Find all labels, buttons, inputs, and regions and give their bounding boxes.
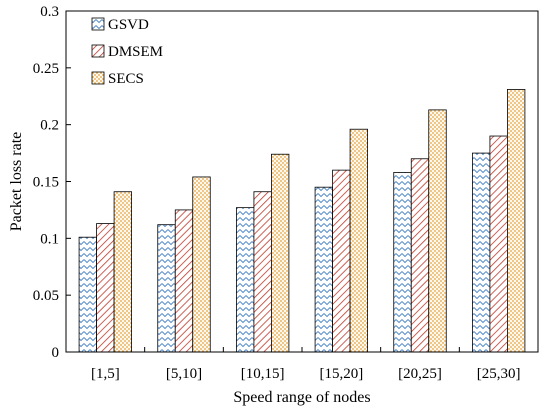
y-tick-label: 0.2 — [40, 118, 59, 134]
x-tick-label: [25,30] — [477, 366, 521, 382]
y-axis: 0 0.05 0.1 0.15 0.2 0.25 0.3 — [33, 4, 71, 361]
x-tick-label: [15,20] — [319, 366, 363, 382]
y-tick-label: 0 — [52, 345, 60, 361]
y-tick-label: 0.15 — [33, 175, 59, 191]
bar-dmsem-2 — [253, 191, 272, 353]
bar-secs-1 — [192, 176, 211, 353]
legend-label-secs: SECS — [108, 71, 144, 87]
y-tick-label: 0.05 — [33, 288, 59, 304]
plot-frame — [65, 10, 539, 353]
legend-swatch-dmsem — [91, 44, 105, 58]
y-axis-label: Packet loss rate — [8, 132, 25, 232]
bar-gsvd-4 — [393, 172, 412, 353]
legend-label-dmsem: DMSEM — [108, 44, 163, 60]
bar-secs-0 — [113, 191, 132, 353]
bar-gsvd-2 — [236, 207, 255, 353]
bar-gsvd-0 — [78, 236, 97, 353]
x-tick-label: [10,15] — [241, 366, 285, 382]
bar-gsvd-1 — [157, 224, 176, 353]
x-tick-label: [5,10] — [166, 366, 202, 382]
legend: GSVD DMSEM SECS — [91, 17, 163, 87]
bar-secs-3 — [349, 128, 368, 353]
bar-dmsem-5 — [489, 135, 508, 353]
bar-secs-5 — [507, 89, 526, 353]
legend-swatch-secs — [91, 71, 105, 85]
bar-gsvd-3 — [314, 186, 333, 353]
bar-secs-2 — [271, 153, 290, 353]
x-axis-label: Speed range of nodes — [233, 389, 370, 406]
bar-dmsem-4 — [410, 158, 430, 353]
bar-dmsem-1 — [174, 209, 194, 353]
y-tick-label: 0.1 — [40, 231, 59, 247]
y-tick-label: 0.25 — [33, 61, 59, 77]
y-tick-label: 0.3 — [40, 4, 59, 20]
x-tick-label: [20,25] — [398, 366, 442, 382]
bar-dmsem-0 — [96, 223, 115, 353]
legend-swatch-gsvd — [91, 17, 105, 31]
bars-layer — [78, 89, 526, 353]
bar-secs-4 — [428, 109, 447, 353]
legend-label-gsvd: GSVD — [108, 17, 149, 33]
x-tick-label: [1,5] — [91, 366, 120, 382]
x-axis: [1,5] [5,10] [10,15] [15,20] [20,25] [25,30] — [91, 347, 521, 382]
bar-dmsem-3 — [332, 169, 351, 353]
bar-gsvd-5 — [472, 152, 491, 353]
